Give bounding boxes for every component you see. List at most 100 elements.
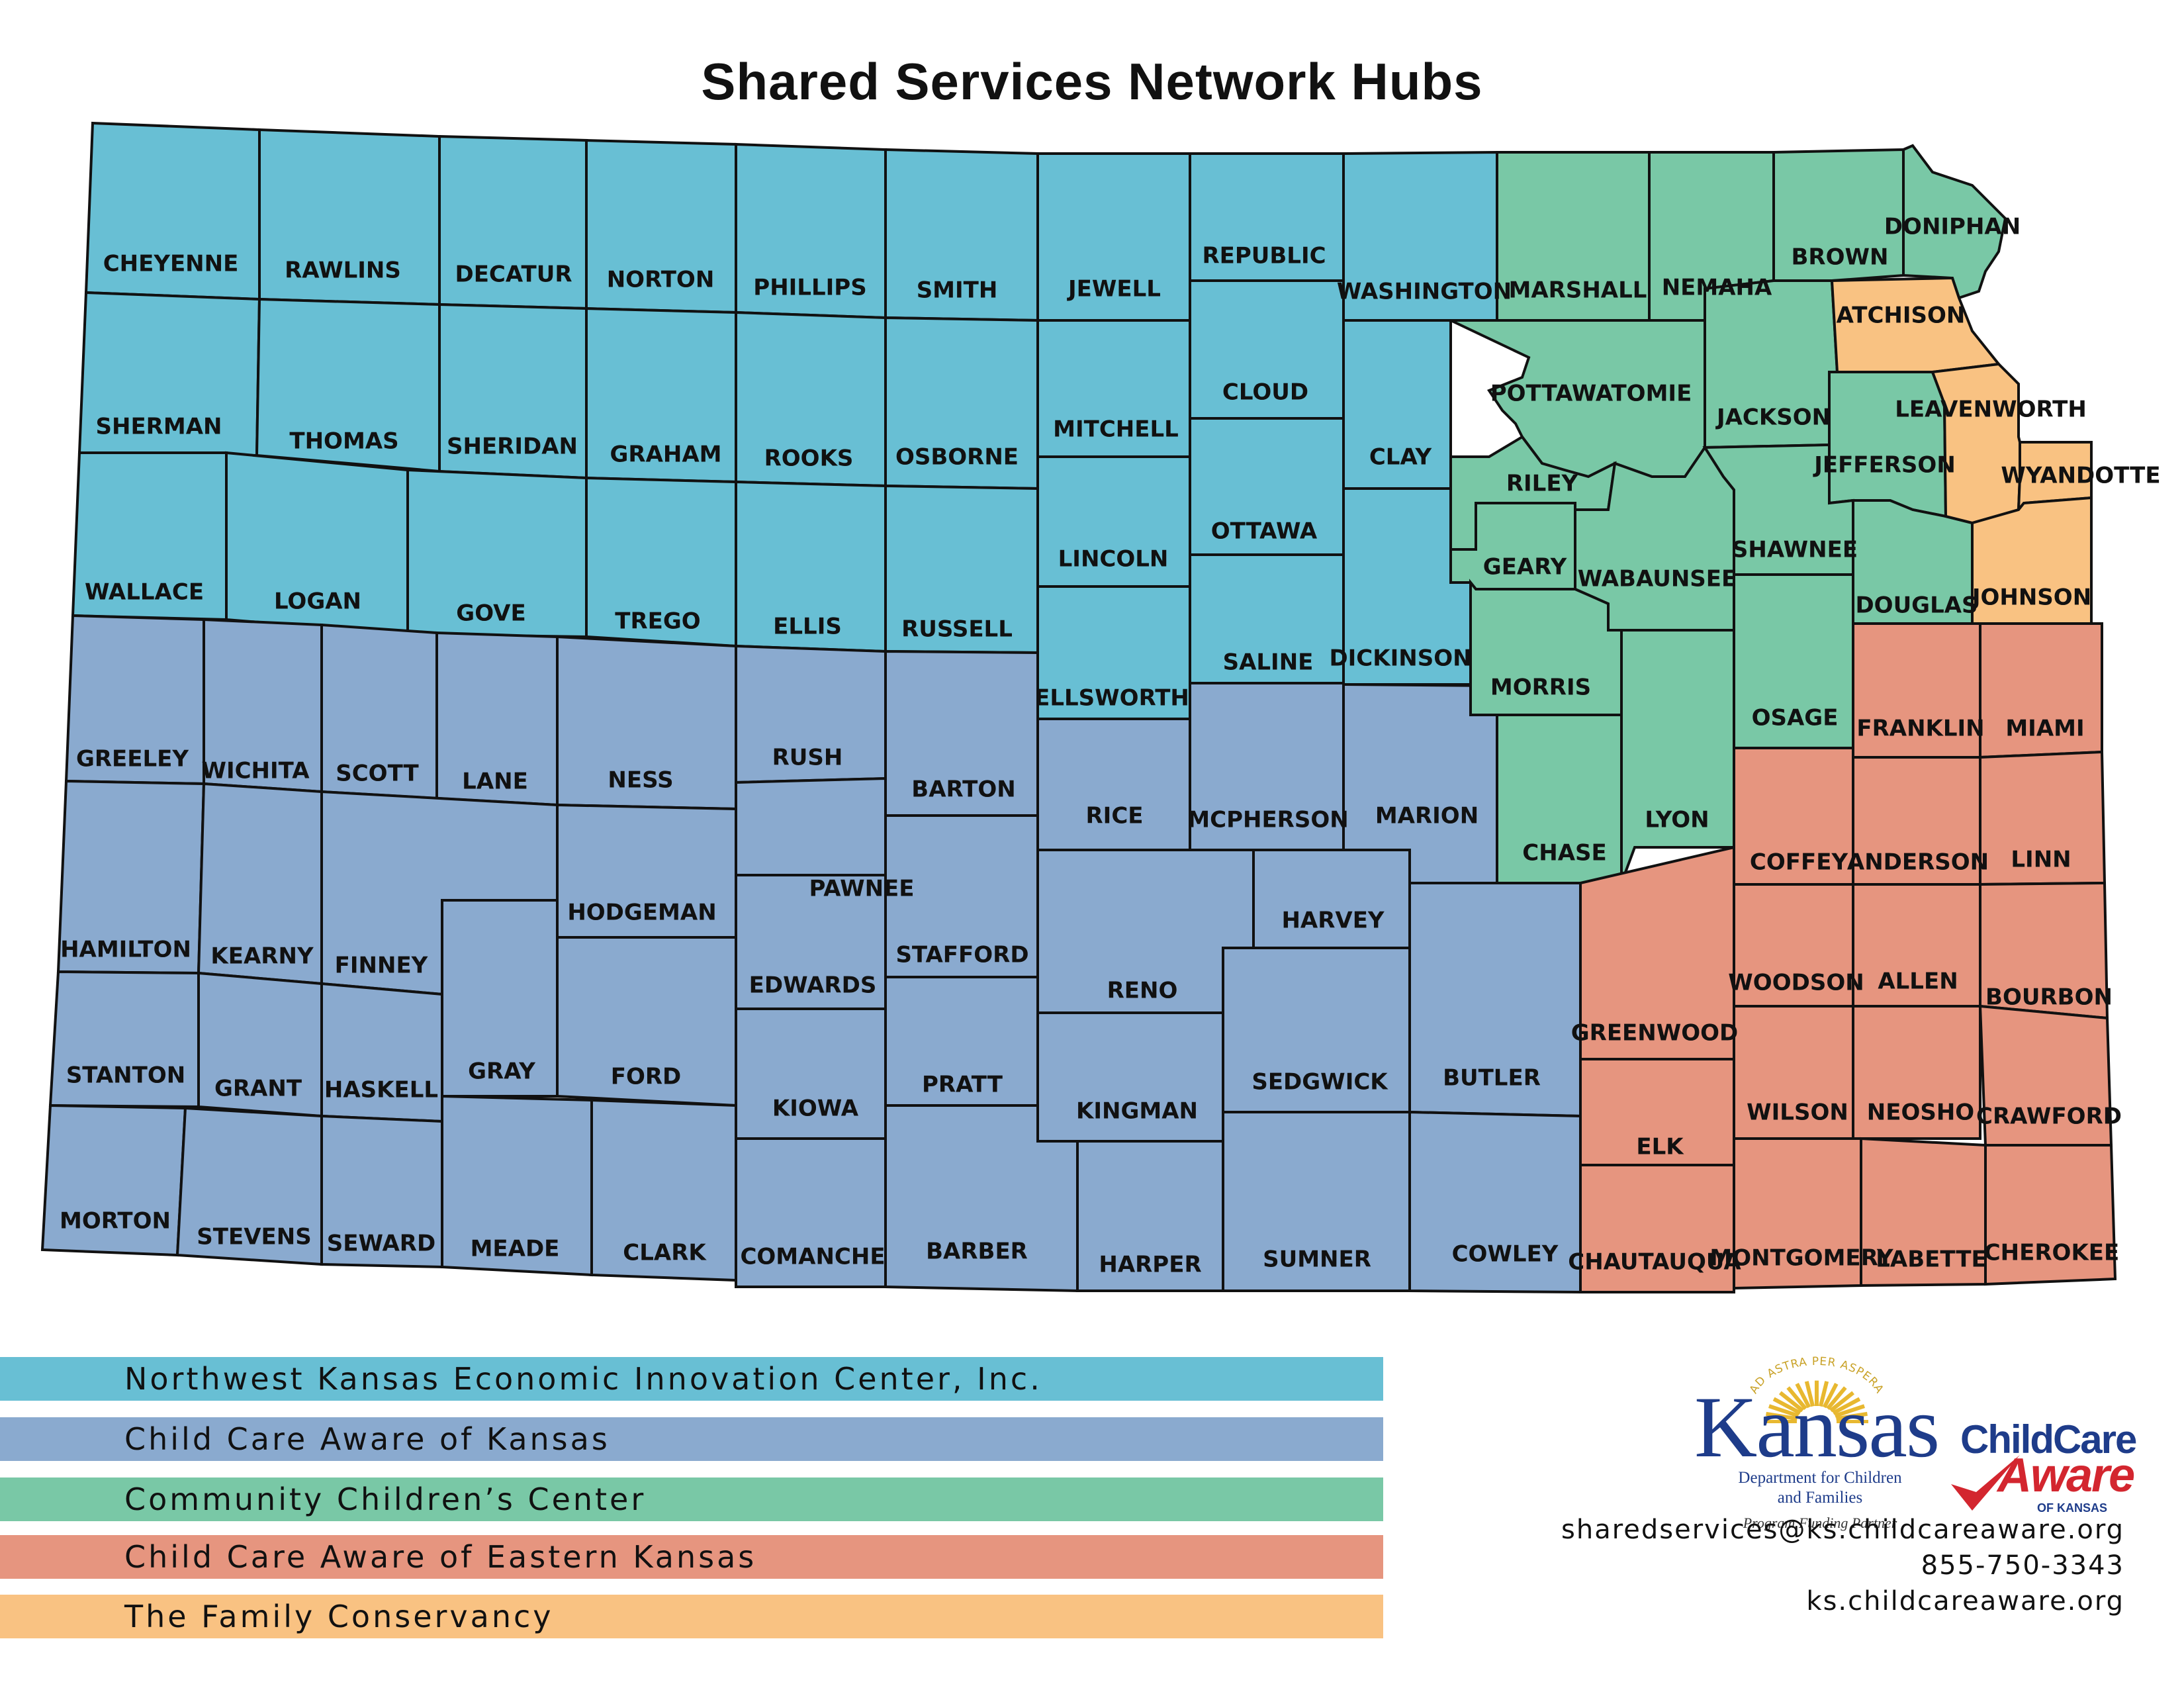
contact-phone[interactable]: 855-750-3343 xyxy=(1921,1550,2124,1581)
county-johnson xyxy=(1971,496,2093,625)
county-label-smith: SMITH xyxy=(917,277,998,304)
county-pawnee xyxy=(735,776,887,876)
county-label-neosho: NEOSHO xyxy=(1867,1100,1974,1126)
county-label-seward: SEWARD xyxy=(327,1231,435,1257)
county-brown xyxy=(1772,148,1905,282)
county-label-bourbon: BOURBON xyxy=(1985,984,2113,1011)
county-label-ottawa: OTTAWA xyxy=(1211,518,1318,545)
county-label-wilson: WILSON xyxy=(1747,1100,1848,1126)
county-label-douglas: DOUGLAS xyxy=(1855,592,1978,619)
county-label-kingman: KINGMAN xyxy=(1076,1098,1198,1125)
sun-ray xyxy=(1832,1397,1861,1415)
sun-ray xyxy=(1768,1404,1799,1418)
county-label-russell: RUSSELL xyxy=(901,616,1013,643)
county-label-coffey: COFFEY xyxy=(1750,849,1848,876)
sun-ray xyxy=(1835,1411,1868,1421)
legend-label: Child Care Aware of Kansas xyxy=(124,1421,610,1457)
kansas-logo-sub: Department for Children and Families xyxy=(1721,1468,1919,1508)
county-chautauqua xyxy=(1579,1164,1735,1293)
county-cherokee xyxy=(1984,1144,2117,1286)
county-label-hamilton: HAMILTON xyxy=(60,937,191,963)
county-label-franklin: FRANKLIN xyxy=(1856,716,1984,742)
legend-label: Child Care Aware of Eastern Kansas xyxy=(124,1539,757,1575)
county-label-shawnee: SHAWNEE xyxy=(1732,537,1858,563)
contact-email[interactable]: sharedservices@ks.childcareaware.org xyxy=(1561,1515,2124,1545)
county-label-cheyenne: CHEYENNE xyxy=(103,251,239,277)
county-label-morris: MORRIS xyxy=(1490,675,1591,701)
county-label-meade: MEADE xyxy=(471,1236,560,1262)
county-label-marion: MARION xyxy=(1375,803,1479,829)
county-label-nemaha: NEMAHA xyxy=(1662,275,1772,301)
county-label-finney: FINNEY xyxy=(335,953,428,979)
county-label-osage: OSAGE xyxy=(1752,705,1839,731)
county-label-stafford: STAFFORD xyxy=(895,942,1028,968)
county-label-reno: RENO xyxy=(1107,978,1178,1004)
county-atchison xyxy=(1830,276,2001,373)
county-label-riley: RILEY xyxy=(1506,471,1578,497)
county-label-clark: CLARK xyxy=(623,1240,707,1266)
county-label-elk: ELK xyxy=(1636,1134,1684,1160)
sun-ray xyxy=(1772,1397,1801,1415)
legend-label: The Family Conservancy xyxy=(124,1599,554,1634)
county-label-lyon: LYON xyxy=(1645,807,1709,833)
county-label-doniphan: DONIPHAN xyxy=(1884,214,2021,240)
county-label-allen: ALLEN xyxy=(1878,968,1958,995)
county-label-greenwood: GREENWOOD xyxy=(1571,1020,1739,1047)
county-label-ford: FORD xyxy=(611,1064,682,1090)
kansas-county-map: CHEYENNE RAWLINS DECATUR NORTON PHILLIPS SMIT… xyxy=(40,121,2161,1294)
kansas-sunburst-icon: AD ASTRA PER ASPERA xyxy=(1747,1355,1886,1423)
county-label-jewell: JEWELL xyxy=(1067,276,1161,303)
county-label-linn: LINN xyxy=(2011,847,2071,873)
county-label-anderson: ANDERSON xyxy=(1847,849,1989,876)
county-label-miami: MIAMI xyxy=(2005,716,2084,742)
kansas-logo-sub-line1: Department for Children xyxy=(1738,1469,1902,1487)
county-label-thomas: THOMAS xyxy=(289,428,398,455)
kansas-logo-word: Kansas xyxy=(1694,1378,1940,1476)
sun-ray xyxy=(1826,1386,1847,1410)
county-label-gray: GRAY xyxy=(468,1058,535,1085)
sun-ray xyxy=(1818,1381,1829,1407)
sun-ray xyxy=(1795,1382,1811,1409)
county-label-trego: TREGO xyxy=(615,608,700,635)
county-label-wyandotte: WYANDOTTE xyxy=(2001,463,2160,489)
county-label-geary: GEARY xyxy=(1483,554,1567,581)
county-label-pratt: PRATT xyxy=(922,1072,1003,1098)
county-label-ellis: ELLIS xyxy=(773,614,842,640)
contact-website[interactable]: ks.childcareaware.org xyxy=(1806,1586,2124,1617)
county-label-republic: REPUBLIC xyxy=(1202,243,1326,269)
sun-ray xyxy=(1786,1386,1807,1410)
legend-label: Northwest Kansas Economic Innovation Cen… xyxy=(124,1361,1042,1397)
county-label-greeley: GREELEY xyxy=(76,746,189,773)
county-label-woodson: WOODSON xyxy=(1728,970,1864,996)
funding-partner-note: Program Funding Partner xyxy=(1743,1515,1897,1531)
childcare-aware-logo-line2: Aware xyxy=(1997,1449,2135,1502)
sun-ray xyxy=(1829,1391,1855,1413)
county-label-graham: GRAHAM xyxy=(610,442,721,468)
legend-label: Community Children’s Center xyxy=(124,1481,647,1517)
county-label-sheridan: SHERIDAN xyxy=(447,434,578,460)
county-label-norton: NORTON xyxy=(607,267,715,293)
county-label-jefferson: JEFFERSON xyxy=(1813,452,1956,479)
county-label-lincoln: LINCOLN xyxy=(1058,546,1169,573)
childcare-aware-logo-line1: ChildCare xyxy=(1960,1417,2137,1462)
county-label-pottawatomie: POTTAWATOMIE xyxy=(1490,381,1692,407)
county-label-labette: LABETTE xyxy=(1876,1246,1987,1273)
county-label-brown: BROWN xyxy=(1792,244,1889,271)
childcare-aware-logo-line3: OF KANSAS xyxy=(2037,1501,2108,1515)
county-label-montgomery: MONTGOMERY xyxy=(1709,1245,1893,1272)
county-label-chase: CHASE xyxy=(1522,840,1606,867)
county-label-atchison: ATCHISON xyxy=(1837,303,1966,329)
county-label-dickinson: DICKINSON xyxy=(1329,645,1471,672)
county-label-mcpherson: MCPHERSON xyxy=(1187,807,1348,833)
county-label-sherman: SHERMAN xyxy=(96,414,222,440)
legend-item-northwest-kansas-economic-innovation-center-inc-: Northwest Kansas Economic Innovation Cen… xyxy=(0,1357,1383,1401)
county-label-cloud: CLOUD xyxy=(1222,379,1308,406)
county-label-morton: MORTON xyxy=(60,1208,171,1235)
county-label-washington: WASHINGTON xyxy=(1337,279,1512,305)
county-label-stevens: STEVENS xyxy=(197,1224,311,1250)
county-label-wallace: WALLACE xyxy=(85,579,204,606)
county-label-wabaunsee: WABAUNSEE xyxy=(1578,566,1737,592)
county-label-ness: NESS xyxy=(608,767,673,794)
county-label-barber: BARBER xyxy=(926,1239,1028,1265)
county-label-saline: SALINE xyxy=(1223,649,1314,676)
